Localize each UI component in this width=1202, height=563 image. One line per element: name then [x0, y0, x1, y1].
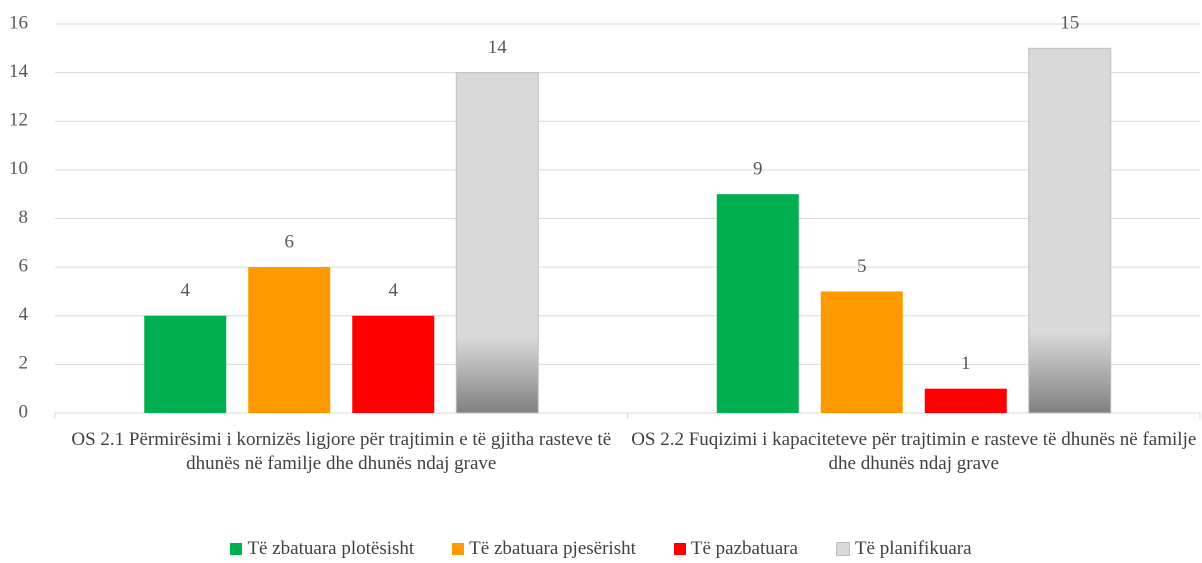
legend-item: Të zbatuara pjesërisht — [452, 538, 636, 560]
bar — [820, 291, 903, 413]
data-label: 4 — [181, 280, 191, 301]
bar — [924, 388, 1007, 413]
y-tick-label: 6 — [19, 255, 29, 276]
data-label: 9 — [753, 159, 763, 180]
bar — [352, 315, 435, 413]
data-label: 15 — [1060, 13, 1079, 34]
x-tick-label: OS 2.2 Fuqizimi i kapaciteteve për trajt… — [631, 429, 1197, 474]
y-tick-label: 8 — [19, 207, 29, 228]
legend-item: Të zbatuara plotësisht — [230, 538, 414, 560]
data-label: 1 — [961, 353, 971, 374]
legend-item: Të pazbatuara — [673, 538, 798, 560]
legend: Të zbatuara plotësisht Të zbatuara pjesër… — [0, 538, 1202, 560]
y-tick-label: 14 — [9, 61, 29, 82]
data-label: 6 — [285, 231, 295, 252]
data-label: 5 — [857, 256, 867, 277]
legend-swatch — [673, 543, 686, 555]
y-tick-label: 0 — [19, 401, 29, 422]
data-label: 14 — [488, 37, 508, 58]
y-tick-label: 4 — [19, 304, 29, 325]
bar — [455, 72, 539, 414]
legend-label: Të planifikuara — [854, 538, 972, 559]
data-label: 4 — [389, 280, 399, 301]
bar — [248, 267, 331, 413]
legend-label: Të zbatuara pjesërisht — [469, 538, 636, 559]
x-tick-label: OS 2.1 Përmirësimi i kornizës ligjore pë… — [71, 429, 612, 474]
legend-label: Të pazbatuara — [690, 538, 798, 559]
legend-swatch — [230, 543, 243, 555]
legend-label: Të zbatuara plotësisht — [247, 538, 415, 559]
y-tick-label: 10 — [9, 158, 28, 179]
bar — [716, 194, 799, 413]
legend-swatch — [452, 543, 465, 555]
y-tick-label: 12 — [9, 110, 28, 131]
y-tick-label: 16 — [9, 12, 28, 33]
legend-item: Të planifikuara — [835, 538, 972, 560]
bar — [144, 315, 227, 413]
bar — [1028, 47, 1112, 414]
y-tick-label: 2 — [19, 353, 29, 374]
legend-swatch — [835, 542, 850, 556]
